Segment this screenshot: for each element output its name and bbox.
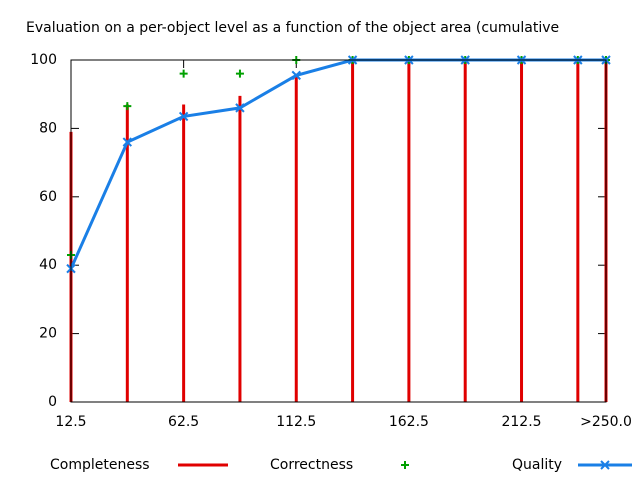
- legend-swatch: [401, 461, 409, 469]
- point-marker: [235, 103, 245, 113]
- point-marker: [178, 111, 189, 122]
- y-tick-label: 40: [39, 257, 57, 273]
- legend-label: Correctness: [270, 457, 353, 473]
- x-tick-label: 12.5: [55, 414, 86, 430]
- y-tick-label: 0: [48, 394, 57, 410]
- x-tick-label: 112.5: [276, 414, 316, 430]
- x-tick-label: >250.0: [580, 414, 632, 430]
- y-tick-label: 80: [39, 120, 57, 136]
- chart-title: Evaluation on a per-object level as a fu…: [26, 20, 559, 36]
- y-tick-label: 100: [30, 52, 57, 68]
- plot-border: [70, 59, 607, 403]
- point-marker: [123, 102, 132, 111]
- point-marker: [235, 69, 244, 78]
- x-tick-label: 62.5: [168, 414, 199, 430]
- x-tick-label: 212.5: [501, 414, 541, 430]
- point-marker: [122, 137, 133, 147]
- y-tick-label: 20: [39, 326, 57, 342]
- x-tick-label: 162.5: [389, 414, 429, 430]
- y-tick-label: 60: [39, 189, 57, 205]
- point-marker: [291, 70, 301, 81]
- legend-swatch: [600, 460, 610, 470]
- point-marker: [179, 69, 188, 78]
- legend-label: Completeness: [50, 457, 150, 473]
- legend-label: Quality: [512, 457, 562, 473]
